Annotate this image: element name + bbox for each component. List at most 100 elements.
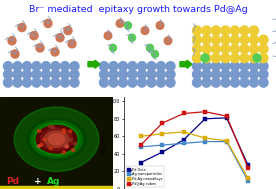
Circle shape [23, 78, 31, 87]
Circle shape [73, 142, 76, 145]
Circle shape [62, 131, 66, 134]
Circle shape [147, 70, 156, 79]
Circle shape [250, 70, 259, 79]
Circle shape [240, 44, 249, 53]
Circle shape [41, 62, 51, 71]
Circle shape [137, 62, 147, 71]
Circle shape [152, 50, 158, 58]
Circle shape [37, 145, 41, 147]
Circle shape [156, 22, 164, 29]
Circle shape [156, 62, 166, 71]
Circle shape [240, 70, 249, 79]
Circle shape [32, 62, 41, 71]
Circle shape [4, 70, 12, 79]
Circle shape [221, 62, 230, 71]
Circle shape [250, 53, 259, 63]
Circle shape [202, 70, 211, 79]
Circle shape [51, 48, 59, 56]
Circle shape [51, 78, 60, 87]
Circle shape [202, 53, 211, 63]
Circle shape [32, 70, 41, 79]
Circle shape [250, 35, 259, 44]
Bar [0, 186, 113, 189]
Circle shape [240, 35, 249, 44]
Circle shape [221, 70, 230, 79]
Ag nanoparticles [203, 140, 207, 143]
Circle shape [141, 27, 149, 34]
Circle shape [64, 26, 72, 35]
Circle shape [51, 126, 55, 129]
Circle shape [259, 53, 268, 63]
Circle shape [68, 40, 76, 48]
Circle shape [62, 129, 65, 132]
Ellipse shape [14, 107, 99, 171]
Circle shape [116, 20, 124, 27]
Circle shape [70, 70, 79, 79]
Ellipse shape [36, 125, 77, 153]
Pd Octs [182, 139, 185, 141]
Circle shape [259, 35, 268, 44]
Pd Octs [203, 118, 207, 120]
Circle shape [147, 78, 156, 87]
Pd@Ag cubes [246, 167, 250, 169]
Pd-Ag nanoalloys [161, 132, 164, 135]
Pd Octs [161, 151, 164, 153]
Ellipse shape [40, 128, 73, 150]
Circle shape [250, 62, 259, 71]
Circle shape [211, 70, 221, 79]
Circle shape [211, 53, 221, 63]
Circle shape [230, 44, 240, 53]
Circle shape [65, 145, 68, 148]
Line: Pd-Ag nanoalloys: Pd-Ag nanoalloys [139, 130, 250, 180]
Ellipse shape [44, 131, 69, 147]
Circle shape [32, 78, 41, 87]
Pd Octs [139, 162, 142, 164]
Circle shape [230, 70, 240, 79]
Circle shape [166, 78, 175, 87]
Ellipse shape [42, 129, 71, 149]
Circle shape [47, 145, 50, 148]
Ag nanoparticles [161, 144, 164, 146]
Circle shape [100, 70, 108, 79]
Circle shape [13, 78, 22, 87]
Circle shape [109, 78, 118, 87]
Legend: Pd Octs, Ag nanoparticles, Pd-Ag nanoalloys, Pd@Ag cubes: Pd Octs, Ag nanoparticles, Pd-Ag nanoall… [125, 166, 164, 187]
Circle shape [250, 78, 259, 87]
Circle shape [118, 78, 128, 87]
Line: Pd@Ag cubes: Pd@Ag cubes [139, 110, 250, 170]
Circle shape [11, 50, 19, 58]
Text: Br⁻ mediated  epitaxy growth towards Pd@Ag: Br⁻ mediated epitaxy growth towards Pd@A… [29, 5, 247, 14]
Circle shape [49, 147, 52, 150]
Circle shape [156, 78, 166, 87]
Circle shape [240, 26, 249, 35]
Circle shape [221, 78, 230, 87]
Pd@Ag cubes [203, 111, 207, 113]
Circle shape [250, 26, 259, 35]
Circle shape [36, 44, 44, 52]
Ag nanoparticles [246, 180, 250, 182]
Circle shape [250, 44, 259, 53]
Circle shape [230, 78, 240, 87]
Circle shape [259, 44, 268, 53]
Circle shape [56, 34, 64, 42]
Text: Ag: Ag [47, 177, 61, 186]
Circle shape [211, 35, 221, 44]
Ag nanoparticles [139, 146, 142, 148]
Circle shape [70, 78, 79, 87]
Circle shape [211, 78, 221, 87]
Line: Pd Octs: Pd Octs [139, 116, 250, 167]
Circle shape [23, 62, 31, 71]
Pd Octs [246, 164, 250, 167]
Circle shape [109, 62, 118, 71]
Circle shape [221, 44, 230, 53]
Pd@Ag cubes [139, 144, 142, 146]
Circle shape [100, 62, 108, 71]
Circle shape [230, 53, 240, 63]
Circle shape [192, 44, 201, 53]
Circle shape [202, 26, 211, 35]
Circle shape [221, 35, 230, 44]
Pd@Ag cubes [182, 112, 185, 115]
Circle shape [68, 130, 72, 133]
Circle shape [240, 53, 249, 63]
Circle shape [192, 26, 201, 35]
